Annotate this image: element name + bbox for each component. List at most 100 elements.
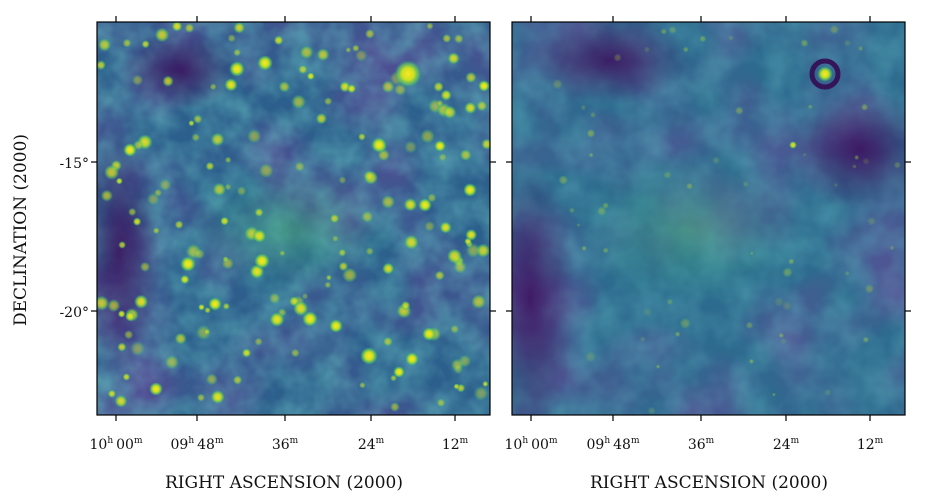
radio-source bbox=[436, 398, 446, 408]
radio-source bbox=[782, 267, 793, 278]
radio-source bbox=[209, 83, 217, 91]
radio-source bbox=[203, 328, 211, 335]
radio-source bbox=[224, 183, 232, 191]
radio-source bbox=[118, 241, 127, 249]
radio-source bbox=[299, 45, 314, 60]
radio-source bbox=[354, 49, 368, 63]
radio-source bbox=[331, 235, 339, 243]
radio-source bbox=[446, 248, 463, 264]
radio-source bbox=[241, 348, 252, 358]
radio-source bbox=[149, 382, 163, 396]
radio-source bbox=[800, 38, 809, 48]
radio-source bbox=[453, 383, 460, 390]
radio-source bbox=[360, 347, 378, 365]
radio-source bbox=[302, 311, 318, 327]
radio-source bbox=[588, 152, 594, 158]
radio-source bbox=[862, 336, 870, 343]
radio-source bbox=[115, 177, 123, 185]
radio-source bbox=[643, 46, 651, 53]
y-tick-label: -15° bbox=[59, 156, 89, 172]
y-axis-label: DECLINATION (2000) bbox=[11, 134, 31, 326]
radio-source bbox=[674, 331, 681, 338]
radio-source bbox=[306, 72, 315, 81]
radio-source bbox=[257, 55, 273, 71]
radio-source bbox=[341, 267, 358, 284]
radio-source bbox=[450, 324, 460, 334]
radio-source bbox=[103, 164, 120, 181]
radio-source bbox=[662, 170, 672, 180]
radio-source bbox=[97, 38, 112, 52]
radio-source bbox=[423, 220, 436, 232]
radio-source bbox=[220, 216, 230, 226]
radio-source bbox=[857, 45, 864, 52]
radio-source bbox=[685, 182, 694, 190]
x-tick-label: 10h 00m bbox=[505, 436, 558, 453]
x-tick-label: 10h 00m bbox=[90, 436, 143, 453]
radio-source bbox=[802, 152, 807, 157]
radio-source bbox=[198, 303, 205, 311]
radio-source bbox=[403, 234, 419, 250]
radio-source bbox=[426, 22, 434, 30]
x-tick-label: 24m bbox=[358, 436, 385, 453]
radio-source bbox=[465, 242, 481, 259]
radio-source bbox=[442, 105, 457, 120]
radio-source bbox=[389, 401, 400, 412]
radio-source bbox=[357, 132, 366, 141]
radio-source bbox=[293, 300, 309, 317]
right-panel-image bbox=[512, 22, 905, 415]
radio-source bbox=[114, 394, 128, 408]
radio-source bbox=[254, 337, 263, 346]
radio-source bbox=[433, 81, 444, 93]
radio-source bbox=[208, 297, 222, 311]
radio-source bbox=[434, 140, 446, 152]
radio-source bbox=[132, 217, 142, 226]
radio-source bbox=[254, 253, 270, 269]
radio-source bbox=[193, 248, 205, 260]
radio-source bbox=[345, 46, 352, 53]
radio-source bbox=[382, 336, 393, 347]
radio-source bbox=[227, 33, 236, 43]
radio-source bbox=[463, 183, 477, 197]
radio-source bbox=[152, 227, 160, 235]
radio-source bbox=[210, 389, 225, 405]
radio-source bbox=[864, 283, 875, 294]
radio-source bbox=[139, 261, 151, 273]
radio-source bbox=[787, 258, 795, 265]
radio-source bbox=[393, 366, 405, 378]
radio-source bbox=[666, 298, 674, 306]
radio-source bbox=[290, 348, 300, 358]
radio-source bbox=[117, 342, 127, 352]
radio-source bbox=[596, 205, 607, 217]
radio-source bbox=[122, 373, 131, 381]
radio-source bbox=[180, 274, 190, 285]
radio-source bbox=[279, 250, 286, 257]
radio-source bbox=[843, 39, 852, 47]
radio-source bbox=[174, 220, 184, 230]
radio-source bbox=[346, 84, 357, 94]
radio-source bbox=[558, 174, 569, 186]
radio-source bbox=[403, 197, 418, 212]
radio-source bbox=[97, 60, 106, 71]
radio-source bbox=[171, 22, 183, 32]
radio-source bbox=[380, 194, 396, 210]
radio-source bbox=[269, 311, 285, 328]
radio-source bbox=[191, 133, 201, 142]
radio-source bbox=[195, 324, 212, 341]
radio-source bbox=[780, 337, 788, 345]
radio-source bbox=[193, 114, 203, 124]
radio-source bbox=[361, 210, 374, 224]
radio-source bbox=[586, 128, 596, 139]
radio-source bbox=[128, 207, 137, 217]
radio-source bbox=[771, 392, 776, 397]
x-tick-label: 24m bbox=[773, 436, 800, 453]
radio-source bbox=[422, 327, 436, 341]
radio-source bbox=[174, 332, 187, 345]
radio-source bbox=[584, 350, 597, 363]
radio-source bbox=[316, 47, 330, 62]
radio-source bbox=[613, 53, 622, 62]
radio-source bbox=[440, 89, 452, 101]
radio-source bbox=[224, 156, 232, 164]
radio-source bbox=[324, 281, 332, 289]
radio-source bbox=[447, 52, 460, 65]
radio-source bbox=[278, 80, 291, 93]
